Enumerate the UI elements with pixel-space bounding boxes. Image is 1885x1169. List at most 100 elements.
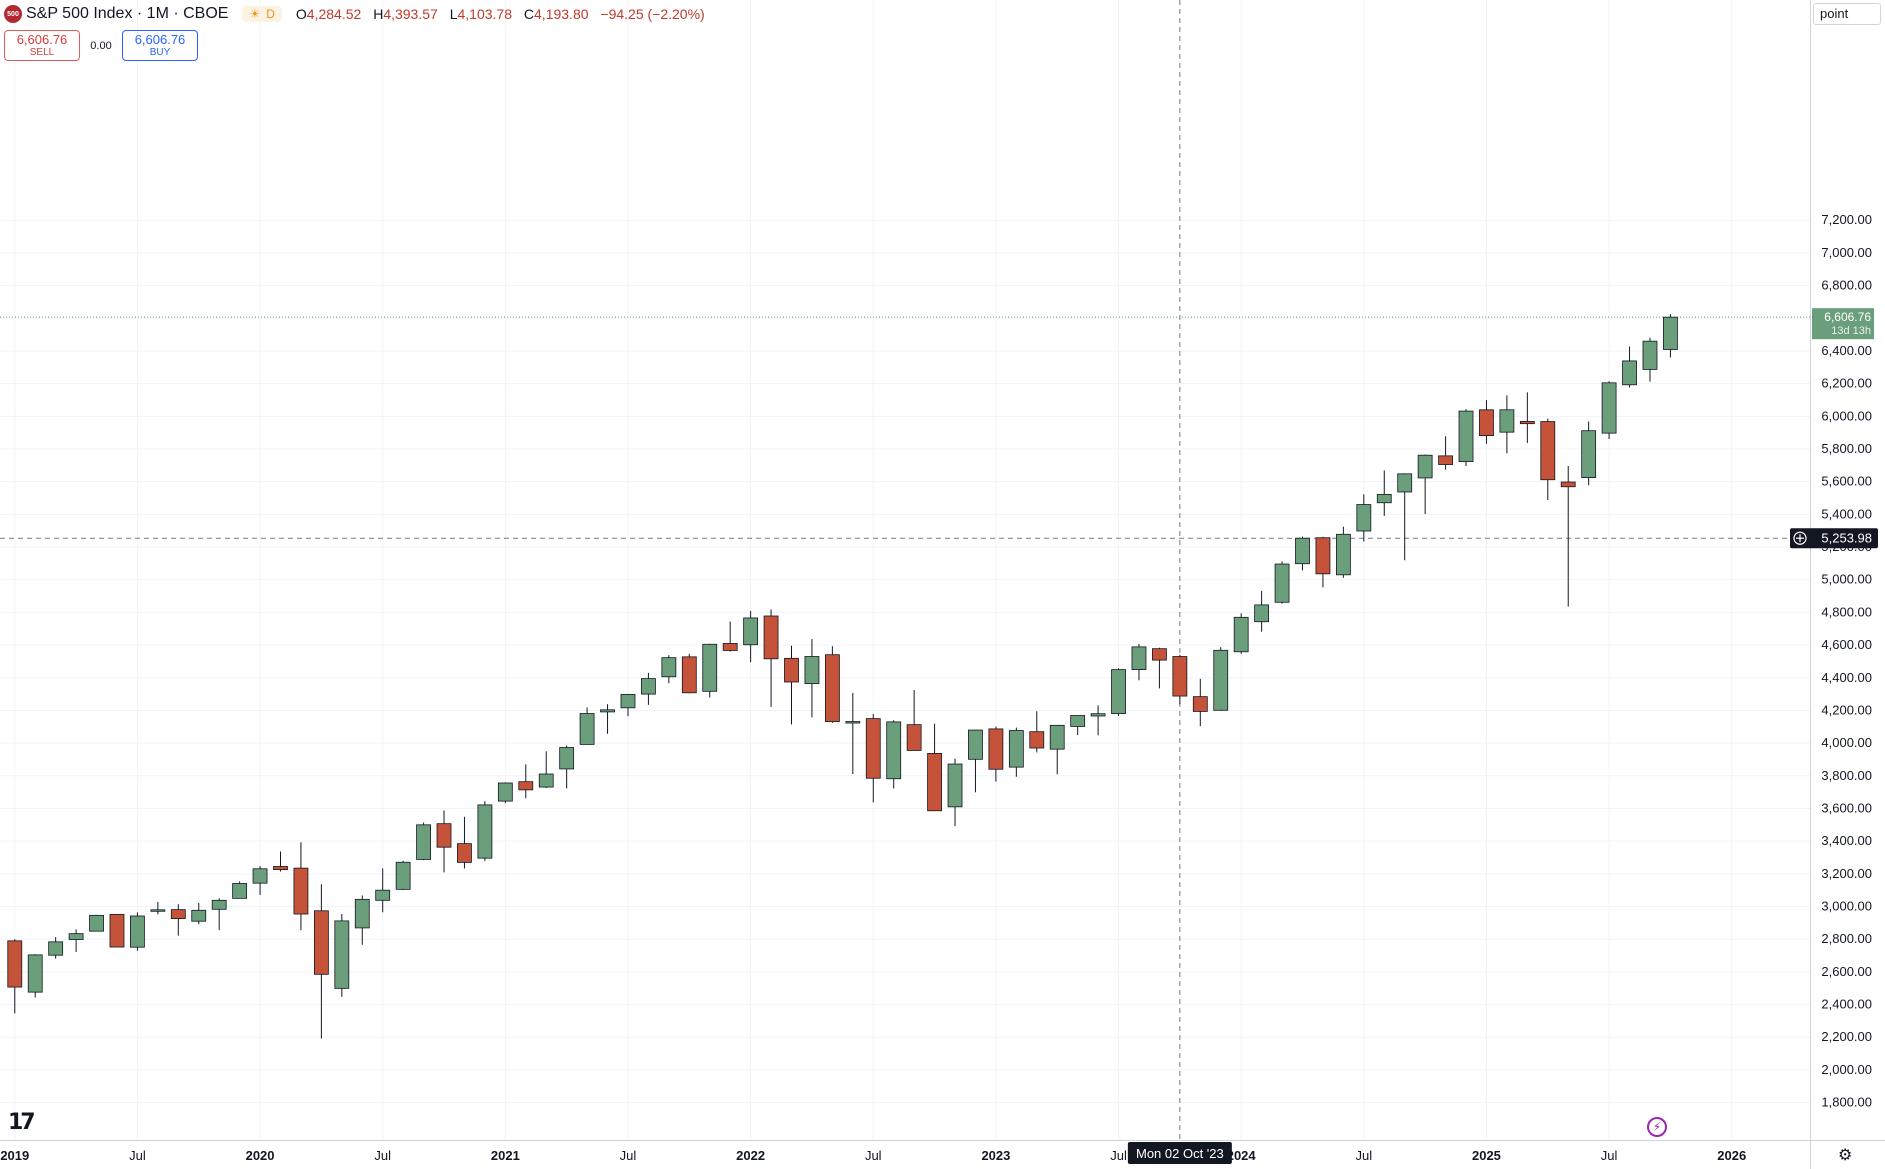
candle-body xyxy=(1397,473,1413,493)
y-tick-label: 4,400.00 xyxy=(1821,670,1872,685)
candle-body xyxy=(661,657,677,678)
candle-body xyxy=(988,728,1004,770)
y-tick-label: 7,200.00 xyxy=(1821,212,1872,227)
change-value: −94.25 (−2.20%) xyxy=(600,6,705,22)
candle-body xyxy=(845,721,861,724)
last-price-label: 6,606.76 xyxy=(1824,310,1871,324)
badge-label: D xyxy=(266,7,275,21)
spread-value: 0.00 xyxy=(90,39,112,52)
buy-button[interactable]: 6,606.76 BUY xyxy=(122,30,198,61)
y-tick-label: 5,400.00 xyxy=(1821,506,1872,521)
high-value: 4,393.57 xyxy=(383,6,438,22)
candle-body xyxy=(1090,713,1106,717)
low-label: L xyxy=(449,6,458,22)
candle-body xyxy=(293,867,309,915)
symbol-logo-icon: 500 xyxy=(4,5,22,23)
market-status-badge[interactable]: ☀ D xyxy=(242,6,282,22)
candle-body xyxy=(1233,616,1249,653)
crosshair-price-label: 5,253.98 xyxy=(1821,531,1872,546)
candle-body xyxy=(313,910,329,975)
y-tick-label: 6,200.00 xyxy=(1821,376,1872,391)
candle-body xyxy=(1560,481,1576,488)
candle-body xyxy=(1152,648,1167,661)
candle-body xyxy=(48,941,64,956)
candle-body xyxy=(1131,646,1147,670)
candle-body xyxy=(130,915,145,948)
x-tick-label: Jul xyxy=(374,1148,391,1163)
candle-body xyxy=(1172,656,1188,697)
candle-body xyxy=(1519,420,1535,425)
x-tick-label: 2025 xyxy=(1472,1148,1501,1163)
candle-body xyxy=(395,861,411,890)
candle-body xyxy=(375,889,391,901)
candle-body xyxy=(600,709,615,713)
candle-body xyxy=(1008,730,1024,768)
candle-body xyxy=(1540,421,1556,481)
settings-gear-icon[interactable]: ⚙ xyxy=(1838,1147,1853,1164)
x-tick-label: 2019 xyxy=(0,1148,29,1163)
y-tick-label: 7,000.00 xyxy=(1821,245,1872,260)
candle-body xyxy=(722,643,738,651)
candle-body xyxy=(7,940,23,988)
high-label: H xyxy=(373,6,384,22)
candle-body xyxy=(886,721,902,780)
candle-body xyxy=(559,747,575,770)
symbol-title[interactable]: S&P 500 Index · 1M · CBOE xyxy=(26,5,229,22)
y-tick-label: 2,800.00 xyxy=(1821,931,1872,946)
candle-body xyxy=(579,713,595,745)
sun-icon: ☀ xyxy=(249,7,261,21)
candle-body xyxy=(477,804,493,859)
candle-body xyxy=(1335,533,1351,576)
candle-body xyxy=(518,781,534,791)
candle-body xyxy=(1111,669,1126,714)
candle-body xyxy=(232,883,248,899)
candle-body xyxy=(150,909,166,912)
x-tick-label: Jul xyxy=(1601,1148,1618,1163)
x-tick-label: Jul xyxy=(620,1148,637,1163)
candle-body xyxy=(1479,409,1494,437)
last-price-countdown: 13d 13h xyxy=(1831,325,1871,337)
candle-body xyxy=(1581,430,1597,478)
candle-body xyxy=(436,823,452,848)
y-tick-label: 6,000.00 xyxy=(1821,408,1872,423)
low-value: 4,103.78 xyxy=(457,6,513,22)
candle-body xyxy=(416,824,431,860)
candle-body xyxy=(743,617,759,646)
candle-body xyxy=(334,920,350,989)
candle-body xyxy=(497,782,513,802)
candle-body xyxy=(273,866,288,870)
y-tick-label: 6,800.00 xyxy=(1821,278,1872,293)
sell-button[interactable]: 6,606.76 SELL xyxy=(4,30,80,61)
price-unit-selector[interactable]: point xyxy=(1813,3,1881,25)
candle-body xyxy=(1274,563,1290,603)
x-tick-label: 2026 xyxy=(1717,1148,1746,1163)
ohlc-values: O4,284.52 H4,393.57 L4,103.78 C4,193.80 … xyxy=(296,6,713,22)
candle-body xyxy=(89,914,104,932)
y-tick-label: 3,200.00 xyxy=(1821,866,1872,881)
y-tick-label: 4,600.00 xyxy=(1821,637,1872,652)
y-tick-label: 2,200.00 xyxy=(1821,1029,1872,1044)
candle-body xyxy=(763,615,779,660)
crosshair-price-label-bg xyxy=(1790,528,1878,549)
trade-panel: 6,606.76 SELL 0.00 6,606.76 BUY xyxy=(4,30,198,61)
x-tick-label: Jul xyxy=(865,1148,882,1163)
candle-body xyxy=(1601,382,1617,434)
candle-body xyxy=(27,954,43,993)
x-tick-label: 2024 xyxy=(1227,1148,1257,1163)
candle-body xyxy=(784,657,799,683)
candle-body xyxy=(641,678,656,695)
y-tick-label: 3,000.00 xyxy=(1821,899,1872,914)
y-tick-label: 2,000.00 xyxy=(1821,1062,1872,1077)
candle-body xyxy=(1029,731,1045,749)
candle-body xyxy=(1192,696,1208,712)
buy-price: 6,606.76 xyxy=(134,31,186,47)
last-price-label-bg xyxy=(1812,308,1874,340)
candle-body xyxy=(191,909,207,922)
lightning-icon[interactable]: ⚡ xyxy=(1647,1117,1667,1137)
candle-body xyxy=(211,899,227,910)
tradingview-logo-icon[interactable]: 17 xyxy=(8,1110,36,1135)
y-tick-label: 5,600.00 xyxy=(1821,474,1872,489)
candle-body xyxy=(1622,360,1637,386)
y-tick-label: 1,800.00 xyxy=(1821,1095,1872,1110)
